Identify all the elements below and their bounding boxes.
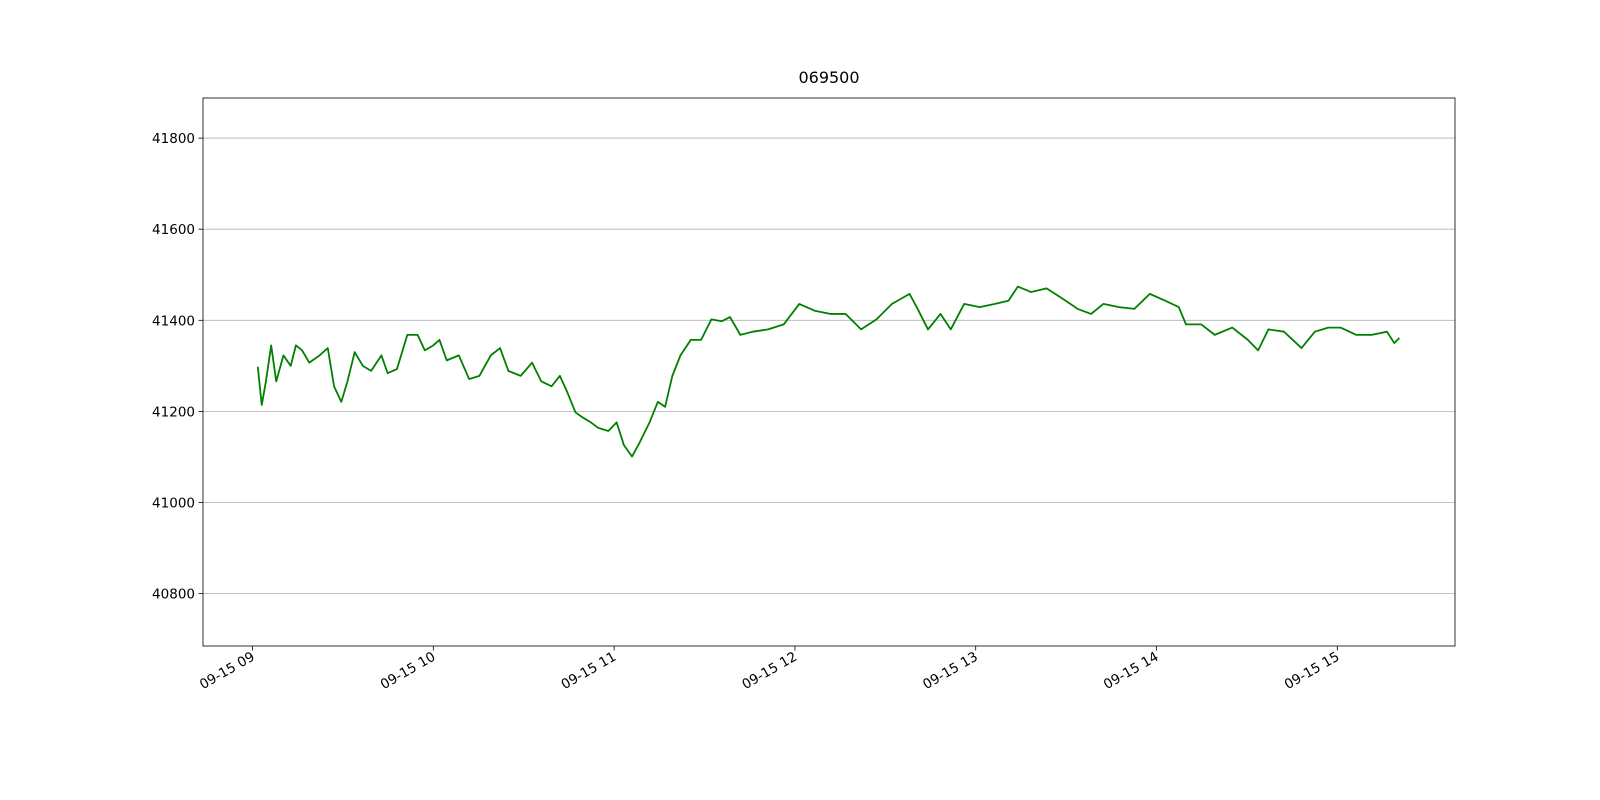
y-tick-label: 41600 <box>152 222 195 238</box>
chart-title: 069500 <box>798 68 859 87</box>
axes-frame <box>202 97 1456 647</box>
y-tick-label: 40800 <box>152 587 195 603</box>
y-tick-label: 41200 <box>152 404 195 420</box>
y-tick-label: 41800 <box>152 131 195 147</box>
y-tick-label: 41000 <box>152 496 195 512</box>
price-line <box>256 285 1400 458</box>
y-tick-label: 41400 <box>152 313 195 329</box>
